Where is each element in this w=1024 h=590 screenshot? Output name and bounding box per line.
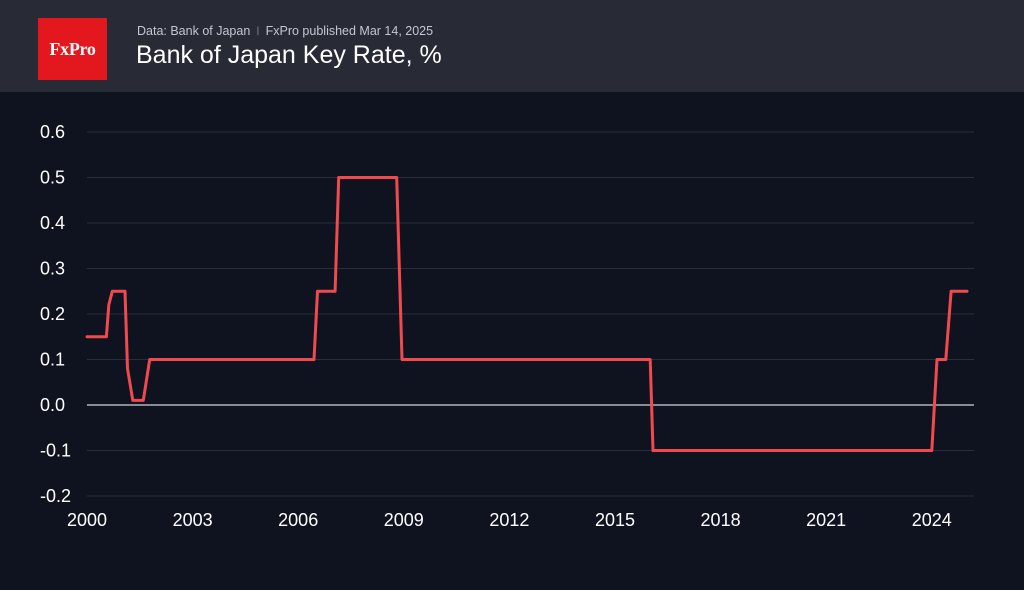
line-chart: 0.6 0.5 0.4 0.3 0.2 0.1 0.0 -0.1 -0.2 2000 2003 200… [40, 122, 974, 530]
y-tick-label: -0.1 [40, 441, 71, 461]
series-layer [85, 176, 969, 452]
separator: I [256, 24, 260, 38]
source-line: Data: Bank of Japan I FxPro published Ma… [137, 24, 433, 38]
chart-area: 0.6 0.5 0.4 0.3 0.2 0.1 0.0 -0.1 -0.2 2000 2003 200… [0, 92, 1024, 585]
y-tick-label: 0.4 [40, 213, 65, 233]
x-tick-label: 2021 [806, 510, 846, 530]
chart-header: FxPro Data: Bank of Japan I FxPro publis… [0, 0, 1024, 92]
x-tick-label: 2012 [489, 510, 529, 530]
y-tick-label: 0.3 [40, 259, 65, 279]
published-date: FxPro published Mar 14, 2025 [265, 24, 434, 38]
y-tick-label: 0.1 [40, 350, 65, 370]
grid-layer [87, 131, 974, 497]
x-tick-label: 2003 [173, 510, 213, 530]
y-tick-label: 0.5 [40, 168, 65, 188]
x-tick-label: 2009 [384, 510, 424, 530]
x-tick-label: 2015 [595, 510, 635, 530]
fxpro-logo: FxPro [38, 18, 107, 80]
y-tick-label: 0.0 [40, 395, 65, 415]
series-line [85, 176, 969, 452]
x-tick-label: 2006 [278, 510, 318, 530]
axis-layer: 0.6 0.5 0.4 0.3 0.2 0.1 0.0 -0.1 -0.2 2000 2003 200… [40, 122, 952, 530]
y-tick-label: 0.6 [40, 122, 65, 142]
y-tick-label: 0.2 [40, 304, 65, 324]
x-tick-label: 2018 [701, 510, 741, 530]
y-tick-label: -0.2 [40, 486, 71, 506]
x-tick-label: 2000 [67, 510, 107, 530]
x-tick-label: 2024 [912, 510, 952, 530]
chart-title: Bank of Japan Key Rate, % [136, 41, 442, 69]
data-source: Data: Bank of Japan [137, 24, 251, 38]
